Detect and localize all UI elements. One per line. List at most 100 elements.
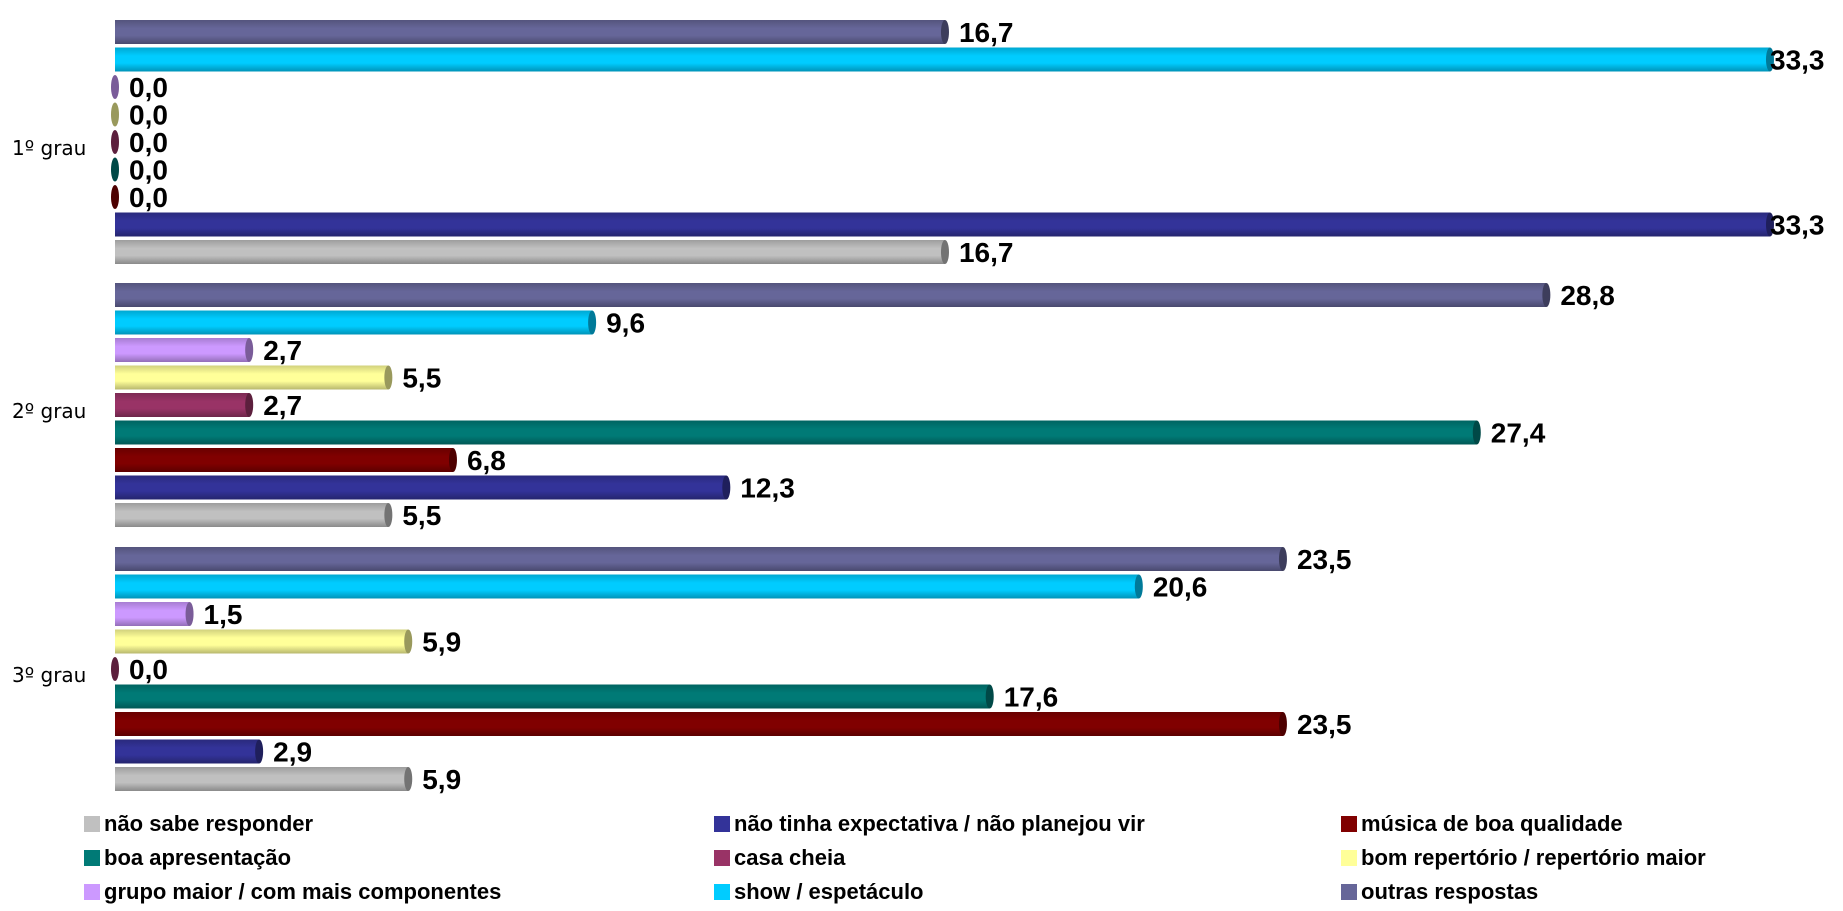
bar-cap	[245, 338, 254, 362]
data-label: 16,7	[959, 237, 1014, 268]
legend-swatch	[84, 816, 100, 832]
bar-cap	[111, 130, 119, 154]
bar	[115, 475, 727, 500]
category-label: 2º grau	[12, 399, 86, 423]
bar-cap	[985, 684, 994, 709]
data-label: 0,0	[129, 182, 168, 213]
data-label: 9,6	[606, 308, 645, 339]
legend-item: bom repertório / repertório maior	[1341, 844, 1706, 872]
data-label: 0,0	[129, 654, 168, 685]
data-label: 23,5	[1297, 544, 1352, 575]
labels-layer: 1º grau16,733,30,00,00,00,00,033,316,72º…	[12, 17, 1825, 795]
legend-item: música de boa qualidade	[1341, 810, 1623, 838]
bars-layer	[111, 20, 1774, 791]
category-label: 1º grau	[12, 136, 86, 160]
legend-item: não sabe responder	[84, 810, 313, 838]
legend-label: não tinha expectativa / não planejou vir	[734, 811, 1145, 836]
bar	[115, 712, 1283, 736]
legend-item: casa cheia	[714, 844, 845, 872]
bar-cap	[245, 393, 254, 417]
data-label: 0,0	[129, 72, 168, 103]
data-label: 33,3	[1770, 45, 1825, 76]
bar-cap	[1766, 212, 1774, 237]
data-label: 17,6	[1004, 682, 1059, 713]
data-label: 0,0	[129, 100, 168, 131]
bar-cap	[1472, 420, 1481, 445]
bar-cap	[111, 657, 119, 681]
bar-cap	[448, 448, 457, 472]
legend-label: não sabe responder	[104, 811, 314, 836]
data-label: 20,6	[1153, 572, 1208, 603]
legend-label: música de boa qualidade	[1361, 811, 1623, 836]
legend-item: boa apresentação	[84, 844, 291, 872]
bar-cap	[940, 240, 949, 264]
bar-cap	[1134, 574, 1143, 599]
legend-item: outras respostas	[1341, 878, 1538, 906]
bar-cap	[404, 629, 413, 654]
bar	[115, 739, 260, 764]
data-label: 16,7	[959, 17, 1014, 48]
bar	[115, 310, 593, 335]
bar	[115, 448, 453, 472]
legend: não sabe responder não tinha expectativa …	[84, 810, 1843, 911]
legend-label: casa cheia	[734, 845, 846, 870]
bar	[115, 503, 389, 527]
bar-cap	[404, 767, 413, 791]
data-label: 5,5	[402, 500, 441, 531]
data-label: 23,5	[1297, 709, 1352, 740]
data-label: 6,8	[467, 445, 506, 476]
bar-cap	[255, 739, 264, 764]
bar	[115, 338, 250, 362]
data-label: 2,9	[273, 737, 312, 768]
bar	[115, 283, 1547, 307]
bar	[115, 684, 990, 709]
data-label: 33,3	[1770, 210, 1825, 241]
bar	[115, 602, 190, 626]
legend-swatch	[714, 850, 730, 866]
bar	[115, 212, 1770, 237]
data-label: 28,8	[1560, 280, 1615, 311]
data-label: 12,3	[740, 473, 795, 504]
bar-cap	[722, 475, 731, 500]
legend-swatch	[84, 884, 100, 900]
bar-cap	[1766, 47, 1774, 72]
bar	[115, 20, 945, 44]
legend-item: grupo maior / com mais componentes	[84, 878, 501, 906]
data-label: 5,9	[422, 627, 461, 658]
bar-cap	[588, 310, 597, 335]
bar	[115, 393, 250, 417]
bar	[115, 365, 389, 390]
legend-item: show / espetáculo	[714, 878, 924, 906]
legend-swatch	[1341, 884, 1357, 900]
legend-swatch	[84, 850, 100, 866]
bar	[115, 574, 1139, 599]
bar-cap	[111, 75, 119, 99]
data-label: 27,4	[1491, 418, 1546, 449]
data-label: 0,0	[129, 155, 168, 186]
bar	[115, 47, 1770, 72]
bar-cap	[185, 602, 194, 626]
legend-label: show / espetáculo	[734, 879, 924, 904]
category-label: 3º grau	[12, 663, 86, 687]
bar-cap	[384, 503, 393, 527]
bar-cap	[1278, 712, 1287, 736]
legend-label: bom repertório / repertório maior	[1361, 845, 1706, 870]
legend-swatch	[714, 816, 730, 832]
bar-cap	[111, 185, 119, 209]
data-label: 2,7	[263, 335, 302, 366]
data-label: 0,0	[129, 127, 168, 158]
data-label: 5,5	[402, 363, 441, 394]
legend-label: boa apresentação	[104, 845, 292, 870]
bar	[115, 420, 1477, 445]
bar-cap	[1542, 283, 1551, 307]
bar-cap	[1278, 547, 1287, 571]
legend-label: grupo maior / com mais componentes	[104, 879, 502, 904]
bar-chart: 1º grau16,733,30,00,00,00,00,033,316,72º…	[12, 17, 1825, 795]
legend-swatch	[1341, 816, 1357, 832]
legend-label: outras respostas	[1361, 879, 1539, 904]
legend-swatch	[714, 884, 730, 900]
legend-item: não tinha expectativa / não planejou vir	[714, 810, 1145, 838]
data-label: 5,9	[422, 764, 461, 795]
bar-cap	[111, 102, 119, 127]
bar	[115, 547, 1283, 571]
